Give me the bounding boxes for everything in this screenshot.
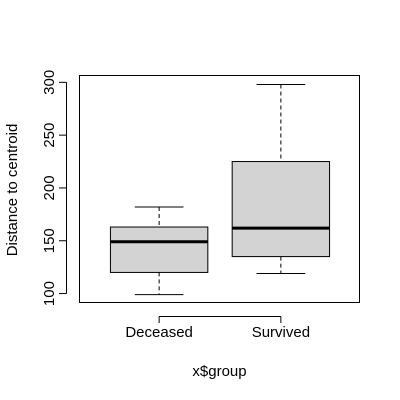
interquartile-box: [231, 161, 331, 258]
x-tick-label: Deceased: [125, 324, 193, 341]
box-survived: [231, 83, 331, 274]
boxes-layer: [109, 83, 331, 296]
x-axis-label: x$group: [192, 363, 246, 380]
y-axis: 100 150 200 250 300: [41, 70, 67, 306]
y-tick-label: 300: [41, 70, 58, 95]
box-deceased: [109, 206, 209, 296]
plot-frame: [79, 75, 360, 303]
y-tick-label: 200: [41, 175, 58, 200]
y-tick-label: 250: [41, 123, 58, 148]
y-axis-label: Distance to centroid: [4, 124, 21, 257]
y-tick-label: 150: [41, 228, 58, 253]
x-tick-label: Survived: [252, 324, 310, 341]
x-axis: Deceased Survived: [125, 316, 310, 341]
interquartile-box: [109, 226, 209, 273]
y-tick-label: 100: [41, 281, 58, 306]
